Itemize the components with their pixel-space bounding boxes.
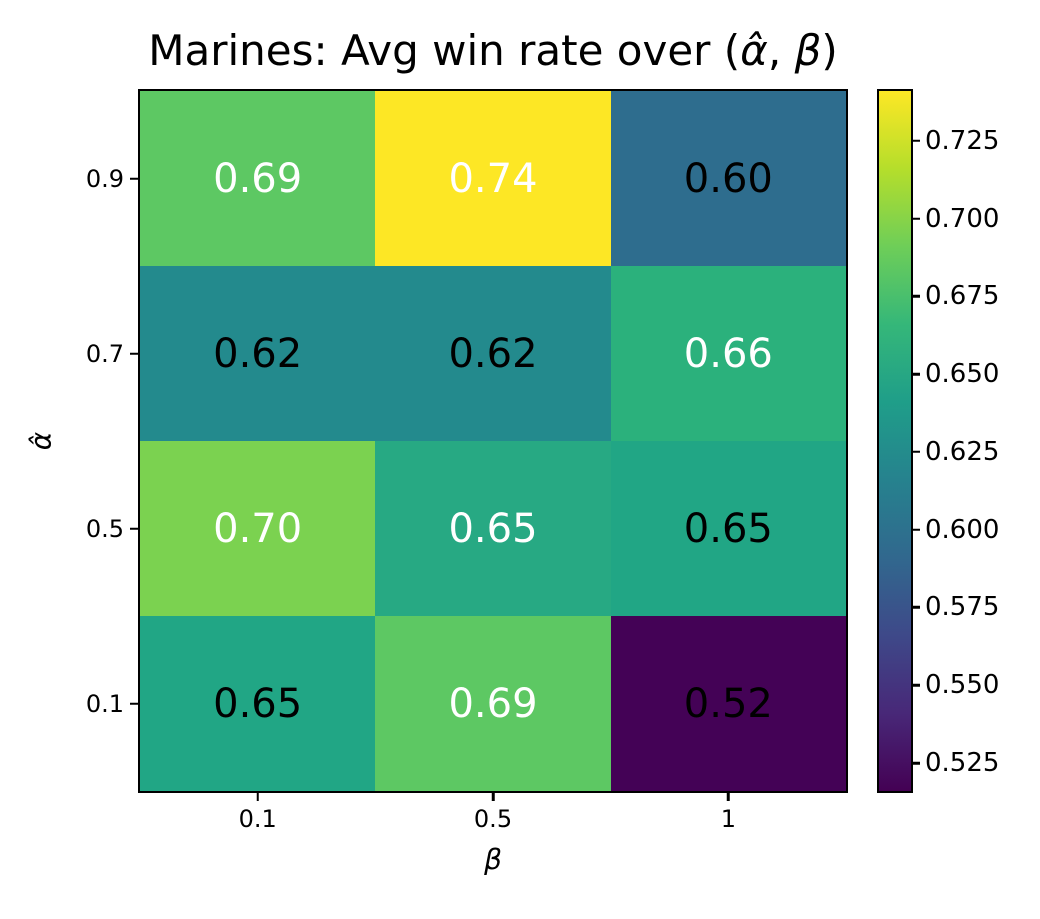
- heatmap-cell: 0.60: [610, 91, 846, 266]
- heatmap-cell: 0.66: [610, 266, 846, 441]
- colorbar-tick: [911, 139, 920, 143]
- colorbar-tick: [911, 683, 920, 687]
- colorbar-tick: [911, 295, 920, 298]
- heatmap-cell: 0.65: [610, 441, 846, 616]
- x-axis-tick: [491, 791, 495, 801]
- chart-title-separator: ,: [767, 26, 795, 75]
- heatmap-cell: 0.74: [375, 91, 611, 266]
- chart-title-text: Marines: Avg win rate over (: [148, 26, 741, 75]
- colorbar-tick-label: 0.600: [925, 514, 1000, 545]
- heatmap-cell: 0.65: [375, 441, 611, 616]
- y-axis-tick-label: 0.5: [85, 514, 124, 543]
- colorbar-tick-label: 0.700: [925, 203, 1000, 234]
- heatmap-plot-area: 0.69 0.74 0.60 0.62 0.62 0.66 0.70 0.65 0.65 0.65…: [86, 89, 848, 833]
- y-axis-tick-label: 0.9: [85, 164, 124, 193]
- colorbar: 0.725 0.700 0.675 0.650 0.625 0.600 0.575 0.550…: [877, 89, 999, 793]
- heatmap-cell: 0.69: [140, 91, 376, 266]
- y-axis-tick: [130, 177, 140, 180]
- heatmap-cell: 0.70: [140, 441, 376, 616]
- heatmap-cell: 0.62: [140, 266, 376, 441]
- colorbar-tick-label: 0.675: [925, 281, 1000, 312]
- x-axis-tick: [727, 791, 730, 801]
- heatmap-cell: 0.65: [140, 616, 376, 791]
- heatmap-cell: 0.52: [610, 616, 846, 791]
- y-axis-tick: [130, 352, 140, 355]
- x-axis-tick-label: 0.1: [238, 805, 277, 833]
- y-axis-tick-label: 0.1: [85, 689, 124, 718]
- x-axis-tick: [256, 791, 259, 801]
- x-axis-tick-label: 1: [720, 805, 736, 833]
- y-axis-tick: [130, 527, 140, 530]
- heatmap-cell: 0.62: [375, 266, 611, 441]
- y-axis-tick-label: 0.7: [85, 339, 124, 368]
- colorbar-tick-label: 0.725: [925, 125, 1000, 156]
- colorbar-tick: [911, 761, 920, 765]
- colorbar-tick-label: 0.575: [925, 592, 1000, 623]
- colorbar-tick-label: 0.650: [925, 359, 1000, 390]
- heatmap-cell: 0.69: [375, 616, 611, 791]
- x-axis-label: β: [484, 843, 502, 876]
- colorbar-tick: [911, 606, 920, 609]
- beta-symbol: β: [794, 26, 822, 75]
- alpha-hat-symbol: α̂: [740, 26, 768, 75]
- chart-title: Marines: Avg win rate over (α̂, β): [138, 26, 848, 75]
- colorbar-tick: [911, 450, 920, 454]
- heatmap-grid: 0.69 0.74 0.60 0.62 0.62 0.66 0.70 0.65 0.65 0.65…: [140, 91, 846, 791]
- colorbar-tick-label: 0.550: [925, 670, 1000, 701]
- colorbar-tick: [911, 528, 920, 531]
- chart-title-suffix: ): [821, 26, 838, 75]
- x-axis-tick-label: 0.5: [473, 805, 513, 833]
- colorbar-tick: [911, 372, 920, 376]
- colorbar-tick-label: 0.525: [925, 748, 1000, 778]
- y-axis-label: α̂: [24, 431, 58, 451]
- colorbar-tick: [911, 217, 920, 220]
- colorbar-tick-label: 0.625: [925, 436, 1000, 467]
- y-axis-tick: [130, 702, 140, 705]
